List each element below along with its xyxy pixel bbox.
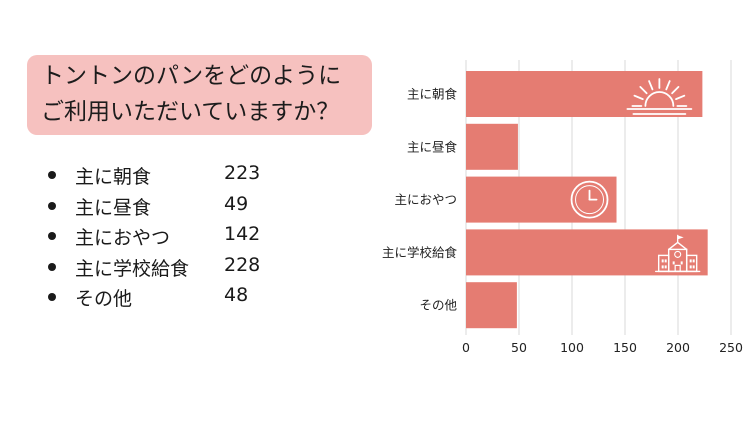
- list-item-value: 223: [224, 162, 261, 184]
- clock-icon: [570, 180, 609, 219]
- list-item-value: 142: [224, 223, 261, 246]
- value-list: 主に朝食 223 主に昼食 49 主におやつ 142 主に学校給食 228 その…: [48, 160, 288, 313]
- list-item: その他 48: [48, 282, 288, 313]
- list-item-label: その他: [75, 288, 133, 311]
- x-tick-label: 0: [462, 340, 470, 355]
- question-box: トントンのパンをどのように ご利用いただいていますか？: [27, 55, 372, 135]
- bullet-icon: [48, 262, 56, 271]
- x-tick-label: 150: [613, 340, 637, 355]
- list-item-label: 主に学校給食: [75, 257, 190, 280]
- bullet-icon: [48, 293, 56, 302]
- bar: [466, 123, 518, 170]
- x-tick-label: 250: [719, 340, 743, 355]
- list-item-label: 主に朝食: [75, 166, 152, 188]
- list-item: 主に朝食 223: [48, 160, 288, 191]
- list-item-value: 49: [224, 192, 249, 215]
- x-tick-label: 100: [560, 340, 584, 355]
- bar: [466, 229, 708, 276]
- list-item-label: 主に昼食: [75, 196, 152, 219]
- x-tick-label: 50: [511, 340, 527, 355]
- category-label: その他: [419, 298, 457, 313]
- category-label: 主におやつ: [394, 192, 457, 207]
- school-icon: [654, 234, 701, 273]
- bullet-icon: [48, 171, 56, 179]
- list-item-value: 48: [224, 284, 249, 307]
- bullet-icon: [48, 201, 56, 210]
- bullet-icon: [48, 232, 56, 241]
- question-line-1: トントンのパンをどのように: [41, 63, 342, 89]
- category-label: 主に朝食: [407, 87, 458, 102]
- list-item: 主に昼食 49: [48, 191, 288, 222]
- x-tick-label: 200: [666, 340, 690, 355]
- category-label: 主に昼食: [407, 139, 458, 154]
- question-line-2: ご利用いただいていますか？: [41, 99, 340, 125]
- list-item-value: 228: [224, 253, 261, 276]
- list-item-label: 主におやつ: [75, 227, 171, 250]
- bar: [466, 282, 517, 329]
- sunrise-icon: [626, 78, 693, 115]
- category-label: 主に学校給食: [382, 245, 458, 260]
- list-item: 主に学校給食 228: [48, 252, 288, 283]
- list-item: 主におやつ 142: [48, 221, 288, 252]
